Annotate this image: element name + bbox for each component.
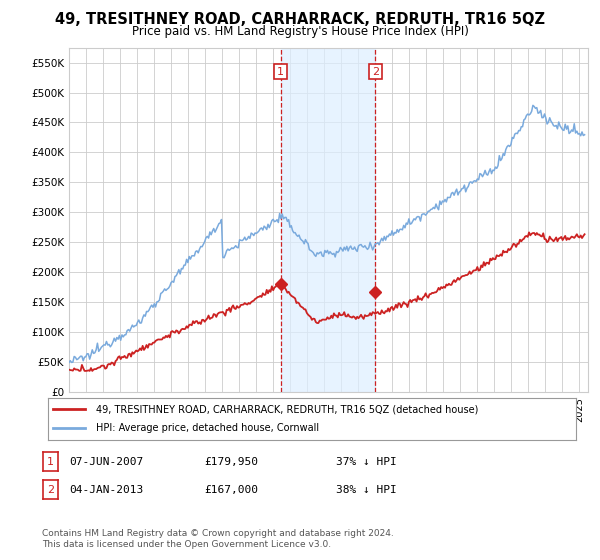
Text: 04-JAN-2013: 04-JAN-2013 — [69, 485, 143, 495]
Text: 49, TRESITHNEY ROAD, CARHARRACK, REDRUTH, TR16 5QZ: 49, TRESITHNEY ROAD, CARHARRACK, REDRUTH… — [55, 12, 545, 27]
Text: £167,000: £167,000 — [204, 485, 258, 495]
Text: 07-JUN-2007: 07-JUN-2007 — [69, 457, 143, 467]
Text: Contains HM Land Registry data © Crown copyright and database right 2024.
This d: Contains HM Land Registry data © Crown c… — [42, 529, 394, 549]
Text: 38% ↓ HPI: 38% ↓ HPI — [336, 485, 397, 495]
Text: Price paid vs. HM Land Registry's House Price Index (HPI): Price paid vs. HM Land Registry's House … — [131, 25, 469, 38]
Text: 49, TRESITHNEY ROAD, CARHARRACK, REDRUTH, TR16 5QZ (detached house): 49, TRESITHNEY ROAD, CARHARRACK, REDRUTH… — [95, 404, 478, 414]
Text: 2: 2 — [372, 67, 379, 77]
Text: 37% ↓ HPI: 37% ↓ HPI — [336, 457, 397, 467]
Text: HPI: Average price, detached house, Cornwall: HPI: Average price, detached house, Corn… — [95, 423, 319, 433]
Text: £179,950: £179,950 — [204, 457, 258, 467]
Text: 1: 1 — [47, 457, 54, 466]
Bar — [281, 48, 376, 392]
Text: 1: 1 — [277, 67, 284, 77]
Text: 2: 2 — [47, 485, 54, 494]
